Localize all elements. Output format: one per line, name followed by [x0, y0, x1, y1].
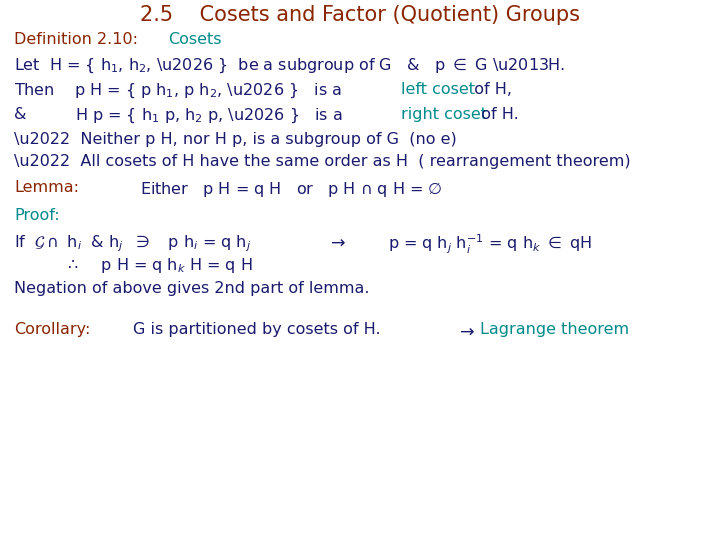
- Text: left coset: left coset: [401, 82, 475, 97]
- Text: &: &: [14, 107, 27, 122]
- Text: \u2022  All cosets of H have the same order as H  ( rearrangement theorem): \u2022 All cosets of H have the same ord…: [14, 154, 631, 169]
- Text: Proof:: Proof:: [14, 208, 60, 223]
- Text: Negation of above gives 2nd part of lemma.: Negation of above gives 2nd part of lemm…: [14, 281, 369, 296]
- Text: $\therefore$    p H = q h$_k$ H = q H: $\therefore$ p H = q h$_k$ H = q H: [64, 256, 253, 275]
- Text: right coset: right coset: [401, 107, 487, 122]
- Text: Corollary:: Corollary:: [14, 322, 91, 337]
- Text: p = q h$_j$ h$_i^{-1}$ = q h$_k$ $\in$ qH: p = q h$_j$ h$_i^{-1}$ = q h$_k$ $\in$ q…: [388, 233, 593, 256]
- Text: of H,: of H,: [464, 82, 512, 97]
- Text: $\rightarrow$: $\rightarrow$: [327, 233, 346, 251]
- Text: of H.: of H.: [471, 107, 518, 122]
- Text: $\rightarrow$: $\rightarrow$: [456, 322, 475, 340]
- Text: \u2022  Neither p H, nor H p, is a subgroup of G  (no e): \u2022 Neither p H, nor H p, is a subgro…: [14, 132, 456, 147]
- Text: Then    p H = { p h$_1$, p h$_2$, \u2026 }   is a: Then p H = { p h$_1$, p h$_2$, \u2026 } …: [14, 82, 343, 100]
- Text: Cosets: Cosets: [168, 32, 222, 47]
- Text: Let  H = { h$_1$, h$_2$, \u2026 }  be a subgroup of G   &   p $\in$ G \u2013H.: Let H = { h$_1$, h$_2$, \u2026 } be a su…: [14, 57, 565, 76]
- Text: Definition 2.10:: Definition 2.10:: [14, 32, 148, 47]
- Text: H p = { h$_1$ p, h$_2$ p, \u2026 }   is a: H p = { h$_1$ p, h$_2$ p, \u2026 } is a: [75, 107, 344, 125]
- Text: G is partitioned by cosets of H.: G is partitioned by cosets of H.: [133, 322, 381, 337]
- Text: Lagrange theorem: Lagrange theorem: [480, 322, 629, 337]
- Text: Lemma:: Lemma:: [14, 180, 79, 195]
- Text: If  $\mathcal{G}\cap$ h$_i$  & h$_j$  $\ni$   p h$_i$ = q h$_j$: If $\mathcal{G}\cap$ h$_i$ & h$_j$ $\ni$…: [14, 233, 251, 254]
- Text: Either   p H = q H   or   p H $\cap$ q H = $\varnothing$: Either p H = q H or p H $\cap$ q H = $\v…: [140, 180, 442, 199]
- Text: 2.5    Cosets and Factor (Quotient) Groups: 2.5 Cosets and Factor (Quotient) Groups: [140, 5, 580, 25]
